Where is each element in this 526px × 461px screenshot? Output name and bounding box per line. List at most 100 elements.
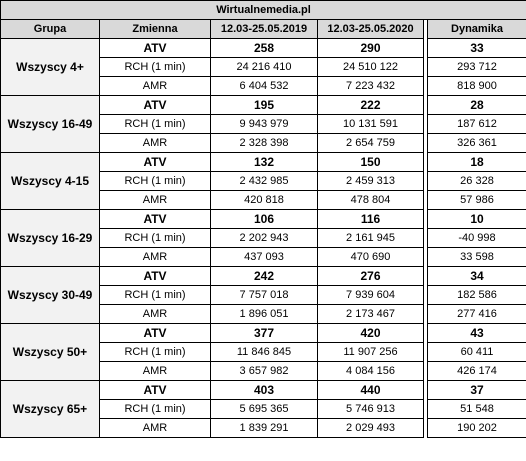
- value-2020-cell: 2 161 945: [317, 228, 424, 248]
- variable-cell: ATV: [99, 209, 211, 229]
- dynamics-cell: 26 328: [426, 171, 526, 191]
- header-period-2019: 12.03-25.05.2019: [210, 19, 318, 39]
- table-row: AMR 2 328 398 2 654 759 326 361: [1, 133, 526, 153]
- value-2020-cell: 440: [317, 380, 424, 400]
- table-body: Wirtualnemedia.pl Grupa Zmienna 12.03-25…: [0, 0, 526, 438]
- table-row: RCH (1 min) 2 432 985 2 459 313 26 328: [1, 171, 526, 191]
- table-row: AMR 1 839 291 2 029 493 190 202: [1, 418, 526, 438]
- variable-cell: RCH (1 min): [99, 342, 211, 362]
- value-2020-cell: 290: [317, 38, 424, 58]
- value-2019-cell: 195: [210, 95, 318, 115]
- tv-stats-table: Wirtualnemedia.pl Grupa Zmienna 12.03-25…: [0, 0, 526, 438]
- dynamics-cell: 33 598: [426, 247, 526, 267]
- variable-cell: AMR: [99, 361, 211, 381]
- site-title-row: Wirtualnemedia.pl: [0, 0, 526, 20]
- dynamics-cell: 33: [426, 38, 526, 58]
- value-2020-cell: 2 029 493: [317, 418, 424, 438]
- value-2019-cell: 420 818: [210, 190, 318, 210]
- variable-cell: ATV: [99, 323, 211, 343]
- table-row: Wszyscy 65+ ATV 403 440 37: [0, 380, 526, 438]
- table-row: RCH (1 min) 24 216 410 24 510 122 293 712: [1, 57, 526, 77]
- value-2019-cell: 7 757 018: [210, 285, 318, 305]
- value-2020-cell: 24 510 122: [317, 57, 424, 77]
- dynamics-cell: 277 416: [426, 304, 526, 324]
- value-2020-cell: 2 654 759: [317, 133, 424, 153]
- variable-cell: RCH (1 min): [99, 399, 211, 419]
- header-period-2020: 12.03-25.05.2020: [317, 19, 424, 39]
- value-2019-cell: 11 846 845: [210, 342, 318, 362]
- value-2019-cell: 24 216 410: [210, 57, 318, 77]
- table-row: Wszyscy 16-49 ATV 195 222 28: [0, 95, 526, 153]
- variable-cell: AMR: [99, 133, 211, 153]
- variable-cell: ATV: [99, 38, 211, 58]
- variable-cell: AMR: [99, 76, 211, 96]
- value-2019-cell: 5 695 365: [210, 399, 318, 419]
- value-2019-cell: 3 657 982: [210, 361, 318, 381]
- group-name: Wszyscy 50+: [0, 323, 100, 381]
- value-2019-cell: 2 202 943: [210, 228, 318, 248]
- dynamics-cell: 57 986: [426, 190, 526, 210]
- variable-cell: AMR: [99, 304, 211, 324]
- value-2020-cell: 4 084 156: [317, 361, 424, 381]
- table-row: Wszyscy 4+ ATV 258 290 33: [0, 38, 526, 96]
- table-row: Wszyscy 16-29 ATV 106 116 10: [0, 209, 526, 267]
- dynamics-cell: 43: [426, 323, 526, 343]
- header-dynamics: Dynamika: [426, 19, 526, 39]
- value-2020-cell: 10 131 591: [317, 114, 424, 134]
- value-2020-cell: 150: [317, 152, 424, 172]
- value-2020-cell: 7 939 604: [317, 285, 424, 305]
- value-2020-cell: 116: [317, 209, 424, 229]
- variable-cell: AMR: [99, 190, 211, 210]
- dynamics-cell: 60 411: [426, 342, 526, 362]
- variable-cell: RCH (1 min): [99, 57, 211, 77]
- header-variable: Zmienna: [99, 19, 211, 39]
- value-2020-cell: 478 804: [317, 190, 424, 210]
- value-2020-cell: 2 459 313: [317, 171, 424, 191]
- group-name: Wszyscy 30-49: [0, 266, 100, 324]
- value-2019-cell: 9 943 979: [210, 114, 318, 134]
- value-2019-cell: 403: [210, 380, 318, 400]
- dynamics-cell: 326 361: [426, 133, 526, 153]
- dynamics-cell: 51 548: [426, 399, 526, 419]
- value-2019-cell: 2 328 398: [210, 133, 318, 153]
- table-row: AMR 420 818 478 804 57 986: [1, 190, 526, 210]
- dynamics-cell: 37: [426, 380, 526, 400]
- table-row: AMR 1 896 051 2 173 467 277 416: [1, 304, 526, 324]
- dynamics-cell: 182 586: [426, 285, 526, 305]
- value-2019-cell: 6 404 532: [210, 76, 318, 96]
- value-2020-cell: 7 223 432: [317, 76, 424, 96]
- value-2019-cell: 2 432 985: [210, 171, 318, 191]
- table-row: Wszyscy 50+ ATV 377 420 43: [0, 323, 526, 381]
- site-title: Wirtualnemedia.pl: [0, 0, 526, 20]
- variable-cell: ATV: [99, 380, 211, 400]
- dynamics-cell: -40 998: [426, 228, 526, 248]
- dynamics-cell: 190 202: [426, 418, 526, 438]
- header-group: Grupa: [0, 19, 100, 39]
- value-2020-cell: 11 907 256: [317, 342, 424, 362]
- group-name: Wszyscy 65+: [0, 380, 100, 438]
- value-2020-cell: 470 690: [317, 247, 424, 267]
- table-row: AMR 437 093 470 690 33 598: [1, 247, 526, 267]
- value-2020-cell: 420: [317, 323, 424, 343]
- dynamics-cell: 187 612: [426, 114, 526, 134]
- header-row: Grupa Zmienna 12.03-25.05.2019 12.03-25.…: [0, 19, 526, 39]
- value-2019-cell: 106: [210, 209, 318, 229]
- variable-cell: ATV: [99, 152, 211, 172]
- value-2019-cell: 1 839 291: [210, 418, 318, 438]
- group-name: Wszyscy 16-29: [0, 209, 100, 267]
- value-2020-cell: 2 173 467: [317, 304, 424, 324]
- value-2020-cell: 222: [317, 95, 424, 115]
- dynamics-cell: 818 900: [426, 76, 526, 96]
- table-row: RCH (1 min) 2 202 943 2 161 945 -40 998: [1, 228, 526, 248]
- value-2019-cell: 437 093: [210, 247, 318, 267]
- value-2020-cell: 276: [317, 266, 424, 286]
- table-row: RCH (1 min) 7 757 018 7 939 604 182 586: [1, 285, 526, 305]
- variable-cell: RCH (1 min): [99, 114, 211, 134]
- dynamics-cell: 18: [426, 152, 526, 172]
- dynamics-cell: 10: [426, 209, 526, 229]
- table-row: AMR 3 657 982 4 084 156 426 174: [1, 361, 526, 381]
- dynamics-cell: 293 712: [426, 57, 526, 77]
- group-name: Wszyscy 4-15: [0, 152, 100, 210]
- variable-cell: RCH (1 min): [99, 285, 211, 305]
- value-2019-cell: 1 896 051: [210, 304, 318, 324]
